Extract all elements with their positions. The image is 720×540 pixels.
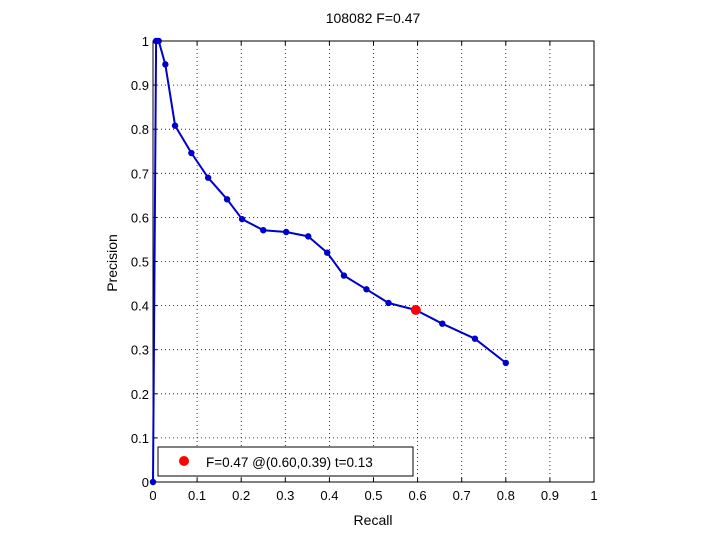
- y-tick-label: 0.8: [131, 122, 149, 137]
- pr-curve-point: [502, 359, 509, 367]
- y-tick-label: 0: [142, 475, 149, 490]
- legend-box: [157, 446, 414, 477]
- y-tick-label: 0.4: [131, 299, 149, 314]
- grid: [153, 41, 594, 482]
- legend-marker: [179, 456, 189, 466]
- pr-curve-point: [223, 196, 231, 203]
- x-tick-label: 0.8: [497, 488, 515, 503]
- x-tick-label: 0.3: [276, 488, 294, 503]
- y-tick-label: 0.5: [131, 255, 149, 270]
- pr-curve-point: [260, 226, 267, 234]
- x-tick-label: 0.9: [541, 488, 559, 503]
- pr-curve-point: [305, 233, 312, 240]
- pr-curve-point: [363, 286, 370, 293]
- pr-curve-point: [238, 215, 246, 223]
- x-axis-label: Recall: [354, 512, 393, 528]
- pr-curve-point: [188, 149, 195, 157]
- y-tick-label: 1: [142, 34, 149, 49]
- y-tick-label: 0.9: [131, 78, 149, 93]
- y-axis-label: Precision: [104, 234, 120, 292]
- pr-curve-point: [149, 478, 157, 486]
- chart-title: 108082 F=0.47: [326, 10, 421, 26]
- pr-curve-point: [282, 228, 290, 236]
- pr-curve-point: [385, 299, 392, 307]
- pr-curve-point: [323, 249, 331, 256]
- x-tick-label: 0.1: [188, 488, 206, 503]
- pr-curve-point: [439, 320, 446, 327]
- pr-curve-point: [471, 335, 479, 342]
- x-tick-label: 0.5: [364, 488, 382, 503]
- y-tick-label: 0.1: [131, 431, 149, 446]
- x-tick-label: 0.2: [232, 488, 250, 503]
- best-f-point: [410, 305, 421, 316]
- pr-curve-point: [155, 37, 162, 45]
- axis-ticks: 0 0.1 0.2 0.3 0.4 0.5 0.6 0.7 0.8 0.9 1 0 0.1 0.2 0.3 0…: [131, 34, 598, 503]
- y-tick-label: 0.7: [131, 166, 149, 181]
- x-tick-label: 0: [149, 488, 156, 503]
- pr-curve-point: [204, 174, 212, 181]
- legend: F=0.47 @(0.60,0.39) t=0.13: [157, 446, 414, 477]
- x-tick-label: 0.7: [453, 488, 471, 503]
- y-tick-label: 0.6: [131, 210, 149, 225]
- x-tick-label: 0.4: [320, 488, 338, 503]
- pr-curve-point: [340, 272, 348, 279]
- x-tick-label: 1: [590, 488, 597, 503]
- pr-curve-point: [162, 61, 169, 68]
- y-tick-label: 0.3: [131, 343, 149, 358]
- x-tick-label: 0.6: [409, 488, 427, 503]
- legend-label: F=0.47 @(0.60,0.39) t=0.13: [206, 455, 373, 470]
- series-layer: [149, 37, 509, 486]
- y-tick-label: 0.2: [131, 387, 149, 402]
- pr-curve-point: [171, 122, 179, 129]
